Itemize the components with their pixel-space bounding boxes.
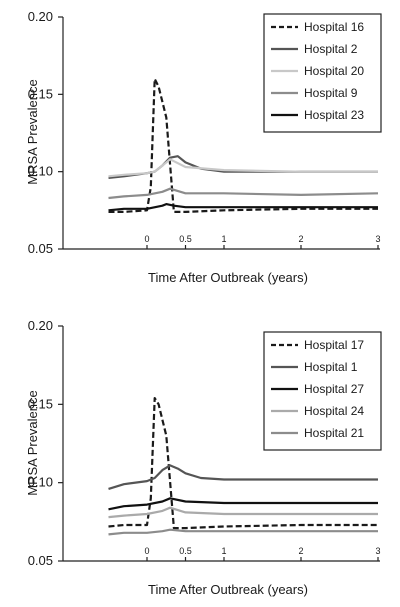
legend-box [263, 13, 382, 133]
x-tick-label: 0.5 [179, 546, 192, 556]
legend-label: Hospital 23 [304, 108, 364, 122]
y-tick-label: 0.10 [28, 475, 53, 490]
chart-panel-2: 0.05 0.10 0.15 0.20 0 0.5 1 2 3 Time After Outbre… [25, 318, 382, 597]
x-tick-label: 0.5 [179, 234, 192, 244]
chart-panel-1: 0.05 0.10 0.15 0.20 0 0.5 1 2 3 Time After Outbre… [25, 9, 382, 285]
legend-label: Hospital 1 [304, 360, 358, 374]
y-tick-label: 0.10 [28, 164, 53, 179]
series-line-hospital-9 [108, 187, 379, 200]
y-tick-label: 0.15 [28, 86, 53, 101]
x-tick-label: 2 [298, 234, 303, 244]
x-tick-label: 3 [375, 546, 380, 556]
legend-label: Hospital 2 [304, 42, 358, 56]
x-axis-title: Time After Outbreak (years) [148, 270, 308, 285]
x-tick-label: 0 [144, 546, 149, 556]
y-tick-label: 0.15 [28, 396, 53, 411]
series-line-hospital-20 [108, 158, 378, 178]
series-line-hospital-16 [108, 77, 378, 213]
legend: Hospital 17 Hospital 1 Hospital 27 Hospital… [263, 331, 382, 451]
legend-label: Hospital 9 [304, 86, 358, 100]
legend-label: Hospital 24 [304, 404, 364, 418]
legend-label: Hospital 17 [304, 338, 364, 352]
legend-label: Hospital 27 [304, 382, 364, 396]
x-tick-label: 1 [221, 234, 226, 244]
series-line-hospital-2 [108, 155, 378, 179]
legend-label: Hospital 21 [304, 426, 364, 440]
series-line-hospital-23 [108, 203, 378, 212]
x-tick-label: 1 [221, 546, 226, 556]
series-line-hospital-21 [108, 528, 378, 536]
series-line-hospital-17 [108, 397, 378, 530]
x-tick-label: 0 [144, 234, 149, 244]
x-tick-label: 2 [298, 546, 303, 556]
legend-label: Hospital 20 [304, 64, 364, 78]
x-axis-title: Time After Outbreak (years) [148, 582, 308, 597]
legend-label: Hospital 16 [304, 20, 364, 34]
y-tick-label: 0.05 [28, 241, 53, 256]
y-tick-label: 0.20 [28, 9, 53, 24]
y-axis-title: MRSA Prevalence [25, 390, 40, 496]
y-tick-label: 0.05 [28, 553, 53, 568]
x-tick-label: 3 [375, 234, 380, 244]
legend: Hospital 16 Hospital 2 Hospital 20 Hospital… [263, 13, 382, 133]
series-line-hospital-24 [108, 506, 378, 519]
series-line-hospital-1 [108, 464, 378, 490]
legend-box [263, 331, 382, 451]
y-axis-title: MRSA Prevalence [25, 79, 40, 185]
series-line-hospital-27 [108, 497, 378, 511]
y-tick-label: 0.20 [28, 318, 53, 333]
